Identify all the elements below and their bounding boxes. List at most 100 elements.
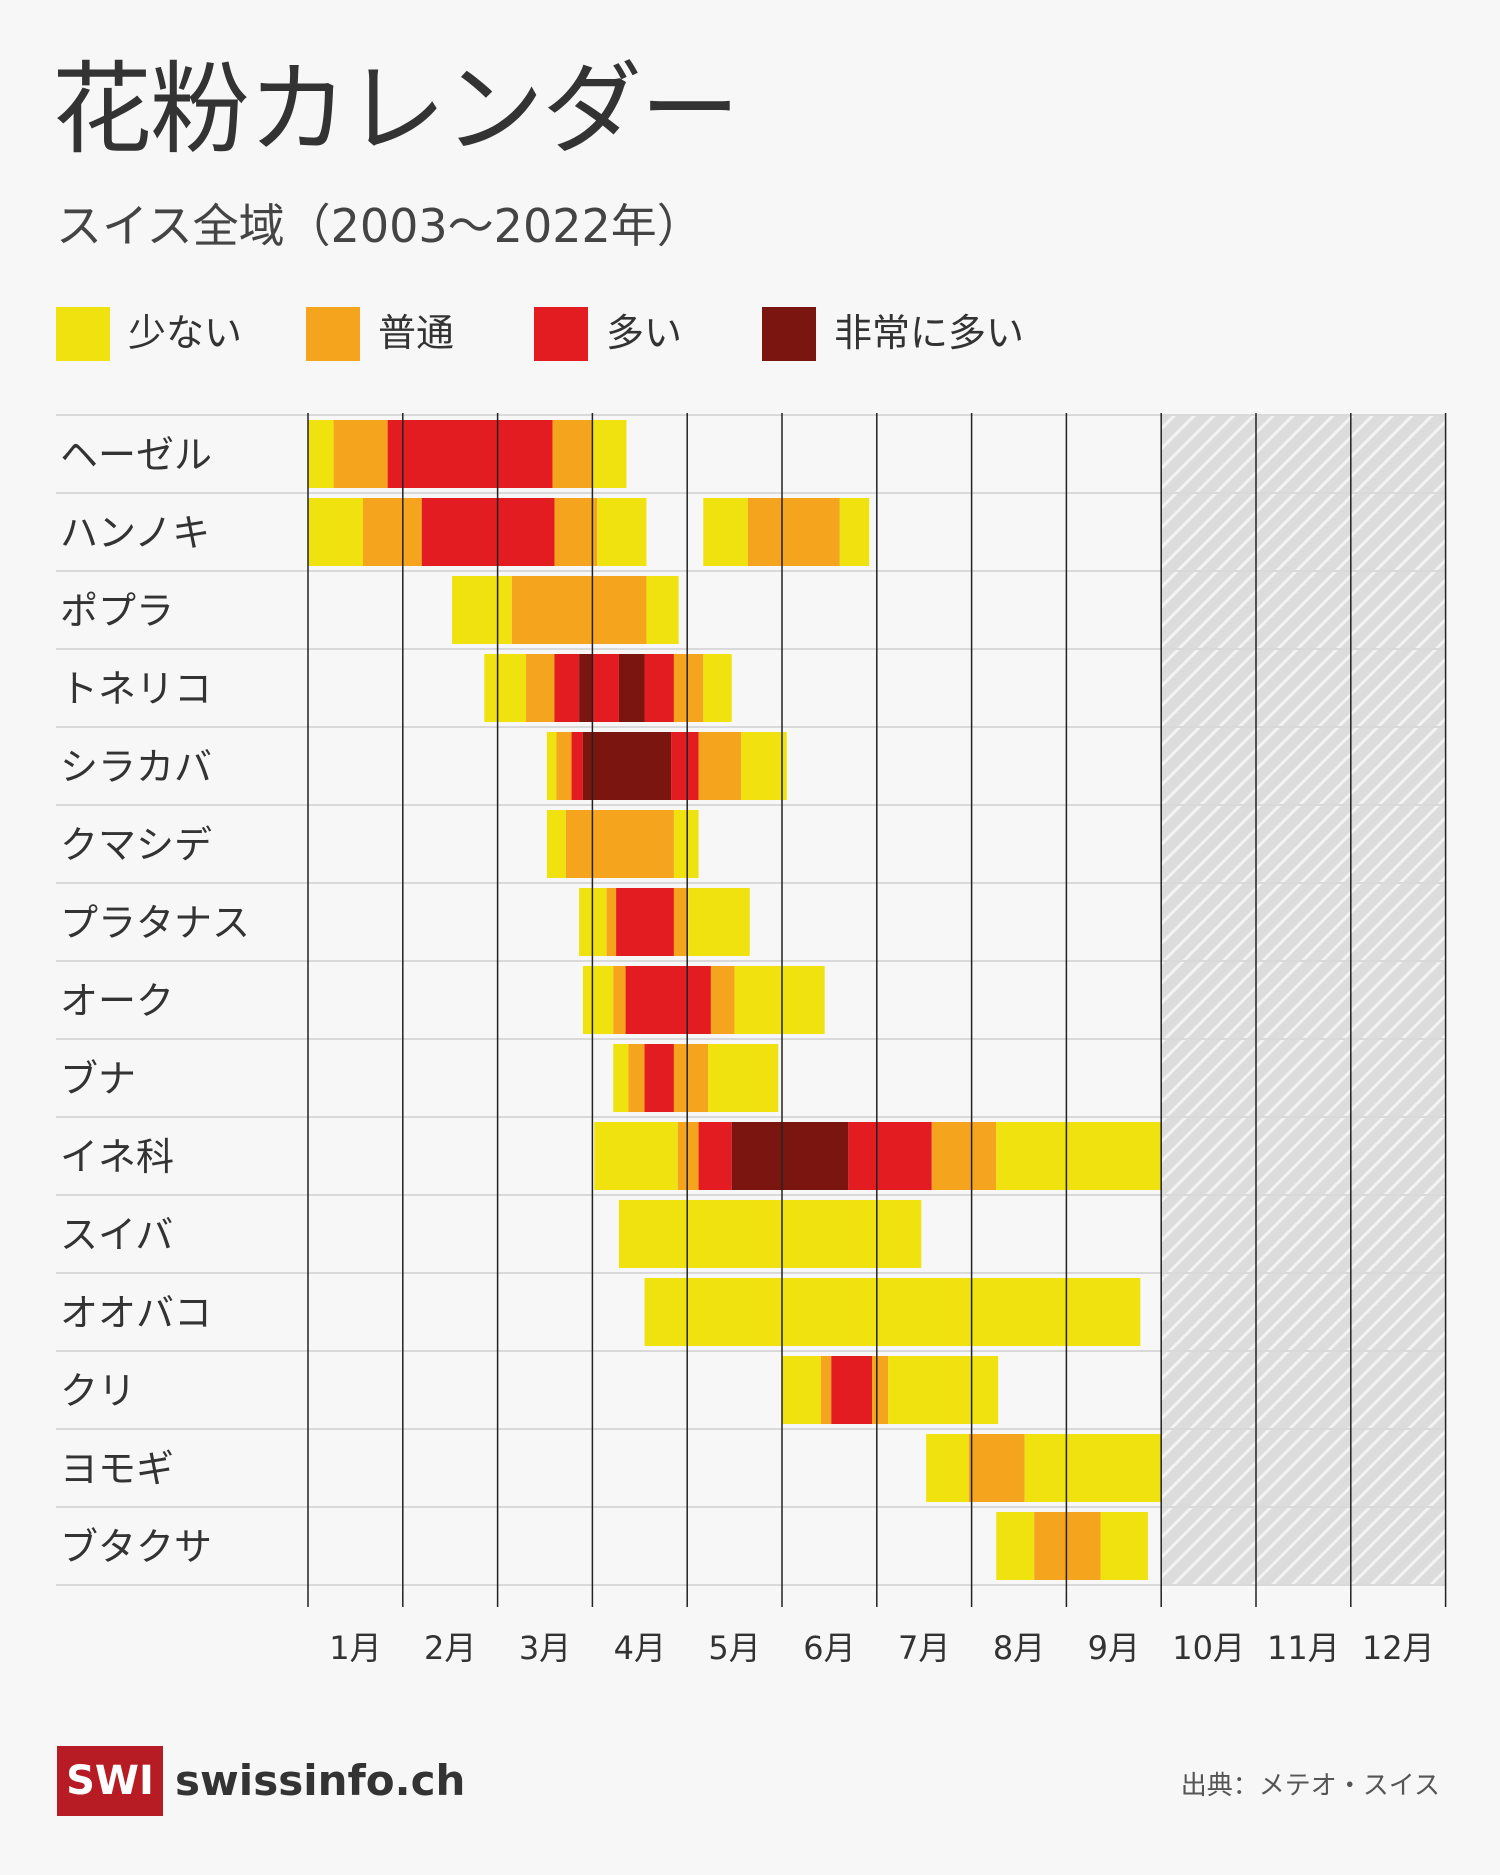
plant-label: スイバ (60, 1213, 173, 1257)
pollen-bar-segment (362, 498, 422, 566)
pollen-bar-segment (734, 966, 825, 1034)
pollen-bar-segment (820, 1356, 832, 1424)
month-tick-label: 8月 (993, 1629, 1045, 1667)
pollen-bar-segment (613, 966, 626, 1034)
pollen-bar-segment (968, 1434, 1025, 1502)
plant-label: イネ科 (60, 1135, 174, 1179)
pollen-bar-segment (613, 1044, 629, 1112)
pollen-bar-segment (644, 654, 674, 722)
pollen-bar-segment (703, 654, 732, 722)
pollen-bar-segment (552, 420, 593, 488)
pollen-bar-segment (926, 1434, 969, 1502)
pollen-bar-segment (673, 1044, 709, 1112)
pollen-bar-segment (698, 732, 742, 800)
legend-label-high: 多い (606, 311, 683, 355)
legend-swatch-moderate (306, 307, 360, 361)
legend-swatch-very-high (762, 307, 816, 361)
pollen-bar-segment (571, 732, 583, 800)
legend-label-low: 少ない (128, 311, 243, 355)
pollen-bar-segment (677, 1122, 699, 1190)
pollen-bar-segment (484, 654, 527, 722)
legend-label-moderate: 普通 (378, 311, 455, 355)
month-tick-label: 2月 (424, 1629, 476, 1667)
pollen-calendar-chart: ヘーゼルハンノキポプラトネリコシラカバクマシデプラタナスオークブナイネ科スイバオ… (56, 413, 1447, 1667)
plant-label: ヨモギ (60, 1447, 174, 1491)
pollen-bar-segment (703, 498, 748, 566)
pollen-bar-segment (1034, 1512, 1101, 1580)
no-data-region (1161, 415, 1446, 1585)
pollen-bar-segment (554, 654, 580, 722)
pollen-bar-segment (582, 966, 614, 1034)
pollen-bar-segment (618, 1200, 922, 1268)
month-tick-label: 3月 (519, 1629, 571, 1667)
pollen-bar-segment (673, 810, 699, 878)
pollen-bar-segment (782, 1356, 821, 1424)
pollen-bar-segment (618, 654, 645, 722)
pollen-bar-segment (308, 498, 363, 566)
pollen-bar-segment (554, 498, 598, 566)
pollen-bar-segment (996, 1512, 1035, 1580)
legend: 少ない 普通 多い 非常に多い (56, 305, 1256, 361)
pollen-bar-segment (644, 1044, 674, 1112)
swi-logo: SWI (57, 1746, 163, 1816)
pollen-bar-segment (597, 498, 647, 566)
pollen-bar-segment (839, 498, 870, 566)
pollen-bar-segment (592, 654, 619, 722)
pollen-bar-segment (308, 420, 334, 488)
pollen-bar-segment (565, 810, 674, 878)
plant-label: プラタナス (60, 901, 250, 945)
month-tick-label: 10月 (1172, 1629, 1245, 1667)
legend-swatch-low (56, 307, 110, 361)
month-tick-label: 11月 (1267, 1629, 1340, 1667)
pollen-bar-segment (421, 498, 555, 566)
pollen-bar-segment (708, 1044, 779, 1112)
pollen-bar-segment (606, 888, 617, 956)
legend-label-very-high: 非常に多い (834, 311, 1025, 355)
pollen-bar-segment (688, 888, 750, 956)
pollen-bar-segment (582, 732, 672, 800)
month-tick-label: 9月 (1088, 1629, 1140, 1667)
pollen-bar-segment (546, 732, 557, 800)
pollen-bar-segment (698, 1122, 732, 1190)
month-tick-label: 6月 (803, 1629, 855, 1667)
pollen-bar-segment (625, 966, 711, 1034)
pollen-bar-segment (333, 420, 388, 488)
source-note: 出典：メテオ・スイス (1180, 1771, 1440, 1801)
page-title: 花粉カレンダー (52, 51, 740, 168)
pollen-bar-segment (931, 1122, 997, 1190)
pollen-bar-segment (1024, 1434, 1162, 1502)
pollen-bar-segment (511, 576, 647, 644)
plant-label: ヘーゼル (60, 433, 212, 477)
pollen-bar-segment (644, 1278, 1141, 1346)
pollen-bar-segment (592, 420, 627, 488)
pollen-bar-segment (452, 576, 512, 644)
pollen-bar-segment (831, 1356, 873, 1424)
pollen-bar-segment (872, 1356, 889, 1424)
plant-label: トネリコ (60, 667, 212, 711)
page-subtitle: スイス全域（2003〜2022年） (56, 199, 703, 253)
legend-swatch-high (534, 307, 588, 361)
pollen-bar-segment (387, 420, 553, 488)
pollen-bar-segment (848, 1122, 932, 1190)
plant-label: シラカバ (60, 745, 212, 789)
pollen-bar-segment (673, 888, 689, 956)
plant-label: ブタクサ (60, 1525, 212, 1569)
pollen-bar-segment (628, 1044, 645, 1112)
month-tick-label: 12月 (1362, 1629, 1435, 1667)
plant-label: ブナ (60, 1057, 136, 1101)
month-tick-label: 7月 (898, 1629, 950, 1667)
month-tick-label: 4月 (614, 1629, 666, 1667)
pollen-bar-segment (546, 810, 566, 878)
plant-label: クリ (60, 1369, 136, 1413)
month-tick-label: 1月 (329, 1629, 381, 1667)
pollen-bar-segment (710, 966, 735, 1034)
pollen-bar-segment (741, 732, 787, 800)
pollen-bar-segment (556, 732, 572, 800)
pollen-bar-segment (673, 654, 704, 722)
pollen-bar-segment (888, 1356, 999, 1424)
pollen-bar-segment (616, 888, 674, 956)
pollen-bar-segment (747, 498, 840, 566)
month-tick-label: 5月 (708, 1629, 760, 1667)
plant-label: ポプラ (60, 589, 174, 633)
site-name: swissinfo.ch (175, 1756, 466, 1805)
